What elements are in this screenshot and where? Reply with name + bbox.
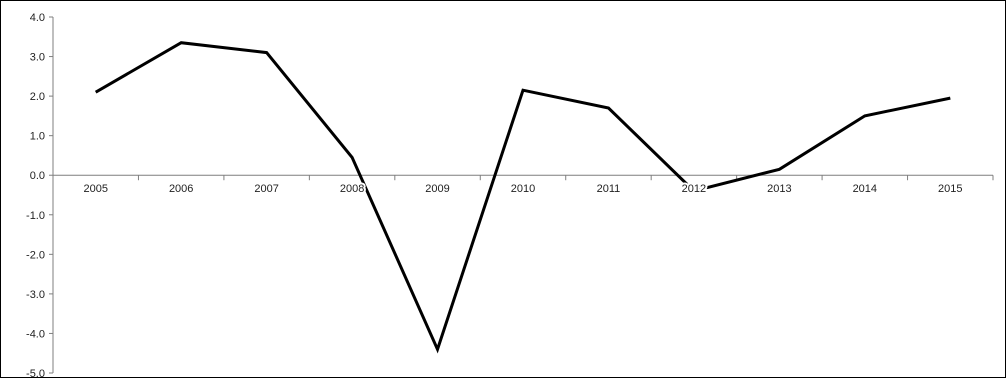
x-tick-label: 2015 [938,183,962,195]
x-tick-label: 2014 [853,183,877,195]
y-tick-label: -5.0 [26,368,45,379]
x-tick-label: 2005 [83,183,107,195]
y-tick-label: -1.0 [26,210,45,222]
x-tick-label: 2008 [340,183,364,195]
x-tick-label: 2012 [682,183,706,195]
x-tick-label: 2009 [425,183,449,195]
y-tick-label: 4.0 [30,12,45,24]
series-layer: 2005 2006 2007 2008 2009 2010 2011 2012 2013 2014… [83,43,962,350]
x-axis [53,175,993,180]
y-tick-label: -3.0 [26,289,45,301]
y-tick-label: 2.0 [30,91,45,103]
y-axis: 4.0 3.0 2.0 1.0 0.0 -1.0 -2.0 -3.0 -4.0 -5.0 [26,12,53,379]
series-line [96,43,951,350]
y-tick-label: -4.0 [26,328,45,340]
x-tick-label: 2013 [767,183,791,195]
x-tick-label: 2011 [597,183,621,195]
y-tick-label: 1.0 [30,131,45,143]
y-tick-label: 0.0 [30,170,45,182]
y-tick-label: 3.0 [30,52,45,64]
x-tick-label: 2010 [511,183,535,195]
x-tick-label: 2006 [169,183,193,195]
y-tick-label: -2.0 [26,249,45,261]
x-tick-label: 2007 [254,183,278,195]
